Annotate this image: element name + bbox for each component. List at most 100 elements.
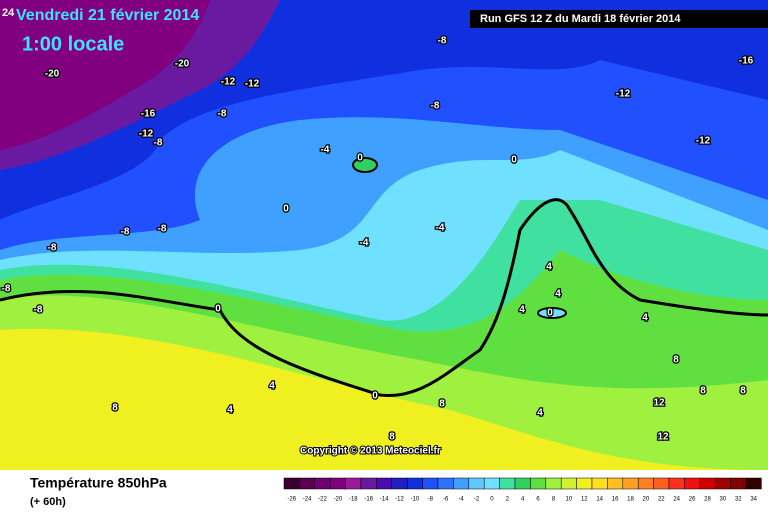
contour-label: -4 — [360, 238, 369, 249]
scale-label: -12 — [395, 497, 404, 503]
contour-label: 0 — [511, 155, 517, 166]
contour-label: 0 — [215, 304, 221, 315]
scale-label: 8 — [552, 497, 556, 503]
contour-label: -12 — [139, 129, 154, 140]
scale-label: -8 — [428, 497, 434, 503]
contour-label: 0 — [357, 153, 363, 164]
footer-lead: (+ 60h) — [30, 496, 66, 508]
scale-swatch — [391, 477, 408, 490]
contour-label: -12 — [221, 77, 236, 88]
contour-label: 4 — [546, 262, 552, 273]
scale-swatch — [499, 477, 516, 490]
contour-labels: -20-20-12 -12-8-16-12-8-8-16-12-8-40 0-120… — [0, 34, 755, 444]
scale-swatch — [745, 477, 762, 490]
scale-label: 34 — [750, 497, 757, 503]
contour-label: 0 — [547, 308, 553, 319]
scale-label: 2 — [506, 497, 510, 503]
scale-swatch — [406, 477, 423, 490]
scale-label: 6 — [536, 497, 540, 503]
scale-swatch — [360, 477, 377, 490]
scale-swatch — [730, 477, 747, 490]
scale-label: -4 — [458, 497, 464, 503]
scale-swatch — [714, 477, 731, 490]
scale-swatch — [560, 477, 577, 490]
scale-swatch — [483, 477, 500, 490]
scale-swatch — [545, 477, 562, 490]
contour-label: 8 — [700, 386, 706, 397]
contour-label: 8 — [439, 399, 445, 410]
scale-label: -2 — [474, 497, 480, 503]
contour-label: -16 — [141, 109, 156, 120]
contour-label: -20 — [175, 59, 190, 70]
scale-swatch — [637, 477, 654, 490]
scale-label: -10 — [411, 497, 420, 503]
contour-label: 8 — [389, 432, 395, 443]
contour-label: 4 — [227, 405, 233, 416]
contour-label: -8 — [34, 305, 43, 316]
scale-label: 24 — [673, 497, 680, 503]
scale-swatch — [653, 477, 670, 490]
scale-label: -20 — [334, 497, 343, 503]
scale-swatch — [468, 477, 485, 490]
hour: 24 — [2, 7, 15, 19]
scale-label: 14 — [596, 497, 603, 503]
scale-label: 30 — [720, 497, 727, 503]
scale-label: -22 — [318, 497, 327, 503]
scale-swatch — [607, 477, 624, 490]
contour-label: -4 — [321, 145, 330, 156]
contour-label: -12 — [696, 136, 711, 147]
date: Vendredi 21 février 2014 — [16, 7, 199, 24]
scale-swatch — [453, 477, 470, 490]
scale-label: 12 — [581, 497, 588, 503]
contour-label: -8 — [218, 109, 227, 120]
scale-label: 4 — [521, 497, 525, 503]
copyright: Copyright © 2013 Meteociel.fr — [300, 446, 441, 457]
contour-label: -4 — [436, 223, 445, 234]
scale-label: 16 — [612, 497, 619, 503]
scale-swatch — [376, 477, 393, 490]
scale-swatch — [576, 477, 593, 490]
contour-label: -20 — [45, 69, 60, 80]
contour-label: -8 — [431, 101, 440, 112]
scale-label: -26 — [287, 497, 296, 503]
contour-label: 12 — [657, 432, 669, 443]
scale-swatch — [684, 477, 701, 490]
scale-label: 32 — [735, 497, 742, 503]
contour-label: 8 — [673, 355, 679, 366]
scale-swatch — [668, 477, 685, 490]
contour-label: 4 — [642, 313, 648, 324]
scale-swatch — [530, 477, 547, 490]
scale-swatch — [422, 477, 439, 490]
scale-swatch — [345, 477, 362, 490]
scale-swatch — [329, 477, 346, 490]
contour-label: -12 — [616, 89, 631, 100]
map-fields — [0, 0, 768, 470]
scale-swatch — [591, 477, 608, 490]
contour-label: -8 — [438, 36, 447, 47]
local-time: 1:00 locale — [22, 33, 124, 55]
scale-swatch — [299, 477, 316, 490]
footer-panel — [0, 470, 768, 512]
scale-label: -6 — [443, 497, 449, 503]
scale-label: 28 — [704, 497, 711, 503]
scale-label: 10 — [566, 497, 573, 503]
contour-label: -8 — [154, 138, 163, 149]
scale-label: 22 — [658, 497, 665, 503]
contour-label: 0 — [372, 391, 378, 402]
scale-label: -16 — [364, 497, 373, 503]
contour-label: 0 — [283, 204, 289, 215]
footer-title: Température 850hPa — [30, 475, 167, 491]
scale-label: 20 — [643, 497, 650, 503]
scale-swatch — [437, 477, 454, 490]
contour-label: 4 — [269, 381, 275, 392]
run-info: Run GFS 12 Z du Mardi 18 février 2014 — [480, 13, 681, 25]
scale-label: -18 — [349, 497, 358, 503]
contour-label: 4 — [555, 289, 561, 300]
contour-label: 12 — [653, 398, 665, 409]
scale-label: 26 — [689, 497, 696, 503]
scale-label: -24 — [303, 497, 312, 503]
contour-label: 4 — [537, 408, 543, 419]
contour-label: -16 — [739, 56, 754, 67]
scale-label: -14 — [380, 497, 389, 503]
